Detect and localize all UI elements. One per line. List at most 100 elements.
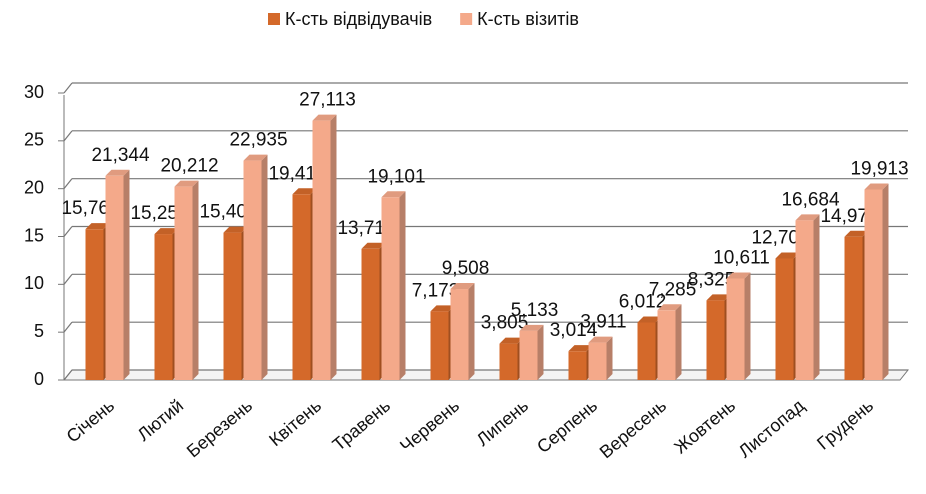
data-label: 3,911 xyxy=(580,312,626,333)
y-tick-label: 15 xyxy=(24,225,44,245)
x-tick-label: Серпень xyxy=(533,395,601,457)
bar xyxy=(292,194,311,380)
data-label: 7,285 xyxy=(649,279,697,300)
x-tick-label: Липень xyxy=(473,395,533,450)
bar-side xyxy=(606,336,613,380)
bar-side xyxy=(330,114,337,381)
bar xyxy=(85,229,104,380)
bar-top xyxy=(381,191,406,198)
data-label: 13,714 xyxy=(337,218,396,239)
data-label: 19,414 xyxy=(268,163,327,184)
bar-side xyxy=(123,169,130,380)
data-label: 12,703 xyxy=(751,227,809,248)
bar-top xyxy=(706,294,731,301)
bar xyxy=(361,248,380,380)
bar-side xyxy=(192,180,199,380)
bar xyxy=(223,232,242,380)
bar xyxy=(499,343,518,380)
x-tick-label: Вересень xyxy=(596,395,670,462)
bar-top xyxy=(174,180,199,187)
bar xyxy=(588,342,607,380)
bar xyxy=(381,197,400,380)
x-tick-label: Січень xyxy=(63,395,119,446)
data-label: 6,012 xyxy=(619,292,667,313)
legend-swatch xyxy=(268,13,280,25)
bar xyxy=(243,160,262,380)
bar xyxy=(105,175,124,380)
legend-label: К-сть відвідувачів xyxy=(285,9,432,29)
bar xyxy=(519,330,538,380)
x-tick-label: Травень xyxy=(329,395,394,454)
bar-top xyxy=(105,169,130,176)
bar-top xyxy=(292,188,317,195)
data-label: 7,173 xyxy=(412,280,460,301)
bar xyxy=(174,186,193,380)
x-tick-label: Червень xyxy=(396,395,463,456)
data-label: 15,254 xyxy=(130,203,189,224)
bar-top xyxy=(864,183,889,190)
bar xyxy=(430,311,449,380)
bar-top xyxy=(223,226,248,233)
bar-side xyxy=(537,324,544,380)
data-label: 19,913 xyxy=(850,159,908,180)
bar-top xyxy=(795,214,820,221)
bar-side xyxy=(675,304,682,380)
grid-depth xyxy=(63,321,73,333)
bar xyxy=(312,120,331,381)
bar xyxy=(568,351,587,380)
bar xyxy=(864,189,883,380)
grid-depth xyxy=(63,369,73,381)
data-label: 20,212 xyxy=(160,156,218,177)
y-tick-label: 5 xyxy=(34,321,44,341)
bar-top xyxy=(568,345,593,352)
x-tick-label: Жовтень xyxy=(670,395,739,457)
bar-top xyxy=(243,154,268,161)
bar-side xyxy=(813,214,820,380)
data-label: 15,408 xyxy=(199,202,257,223)
y-tick-label: 0 xyxy=(34,369,44,389)
legend-swatch xyxy=(460,13,473,25)
bar xyxy=(726,278,745,380)
bar-top xyxy=(85,223,110,230)
bar-top xyxy=(154,228,179,235)
bar xyxy=(657,310,676,380)
bar-side xyxy=(261,154,268,380)
y-tick-label: 30 xyxy=(24,82,44,102)
bar-side xyxy=(399,191,406,380)
bar-side xyxy=(468,283,475,380)
grid-depth xyxy=(63,82,73,94)
grid-depth xyxy=(63,130,73,142)
x-tick-label: Квітень xyxy=(265,395,325,450)
bar-top xyxy=(775,252,800,259)
bar xyxy=(844,236,863,380)
bar-top xyxy=(450,283,475,290)
x-tick-label: Листопад xyxy=(735,395,809,462)
bar xyxy=(154,234,173,380)
bar xyxy=(637,322,656,380)
data-label: 8,325 xyxy=(688,269,736,290)
x-tick-label: Березень xyxy=(183,395,256,461)
bar xyxy=(775,258,794,380)
bar-top xyxy=(588,336,613,343)
data-label: 19,101 xyxy=(367,166,425,187)
bar-top xyxy=(430,305,455,312)
data-label: 9,508 xyxy=(442,258,490,279)
bar-side xyxy=(744,272,751,380)
bar xyxy=(450,289,469,380)
data-label: 21,344 xyxy=(91,145,150,166)
data-label: 5,133 xyxy=(511,300,559,321)
data-label: 22,935 xyxy=(229,130,287,151)
bar-top xyxy=(312,114,337,121)
bar-top xyxy=(361,242,386,249)
x-tick-label: Лютий xyxy=(133,395,187,445)
data-label: 10,611 xyxy=(713,248,770,269)
data-label: 27,113 xyxy=(299,90,356,111)
bar-top xyxy=(519,324,544,331)
bar-top xyxy=(844,230,869,237)
bar xyxy=(795,220,814,380)
bar-top xyxy=(637,316,662,323)
bar-top xyxy=(499,337,524,344)
y-tick-label: 20 xyxy=(24,177,44,197)
x-tick-label: Грудень xyxy=(813,395,877,453)
